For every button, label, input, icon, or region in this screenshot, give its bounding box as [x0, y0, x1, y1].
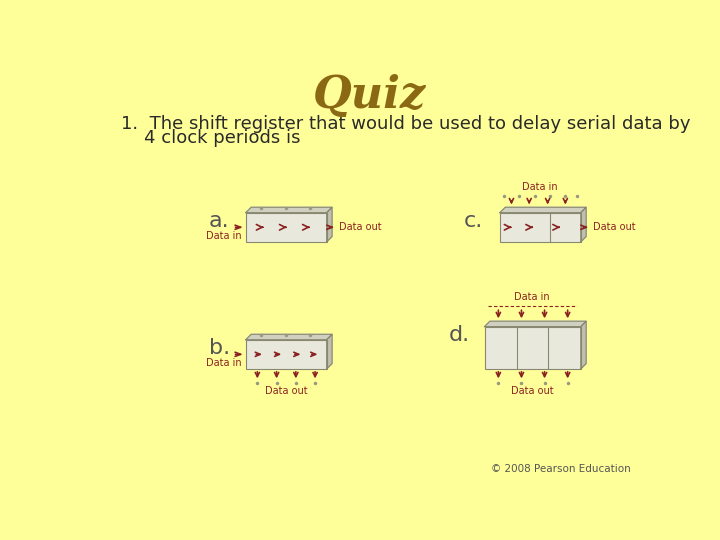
Text: 4 clock periods is: 4 clock periods is [121, 129, 300, 147]
Text: Data in: Data in [206, 231, 241, 241]
Polygon shape [500, 207, 586, 213]
Text: Data out: Data out [593, 222, 636, 232]
Polygon shape [581, 321, 586, 369]
Text: b.: b. [209, 338, 230, 358]
Polygon shape [327, 207, 332, 242]
Bar [500, 213, 581, 242]
Bar [246, 340, 327, 369]
Text: Data in: Data in [514, 292, 550, 302]
Text: d.: d. [449, 325, 469, 345]
Text: 1.  The shift register that would be used to delay serial data by: 1. The shift register that would be used… [121, 115, 690, 133]
Polygon shape [485, 321, 586, 327]
Text: a.: a. [209, 211, 230, 231]
Text: © 2008 Pearson Education: © 2008 Pearson Education [491, 464, 631, 475]
Polygon shape [581, 207, 586, 242]
Text: Data out: Data out [339, 222, 382, 232]
Polygon shape [246, 207, 332, 213]
Polygon shape [246, 334, 332, 340]
Polygon shape [327, 334, 332, 369]
Text: Data in: Data in [522, 183, 558, 192]
Text: Quiz: Quiz [312, 74, 426, 117]
Text: Data out: Data out [511, 386, 554, 396]
Bar [485, 327, 581, 369]
Text: Data out: Data out [264, 386, 307, 396]
Text: c.: c. [464, 211, 483, 231]
Bar [246, 213, 327, 242]
Text: Data in: Data in [206, 358, 241, 368]
